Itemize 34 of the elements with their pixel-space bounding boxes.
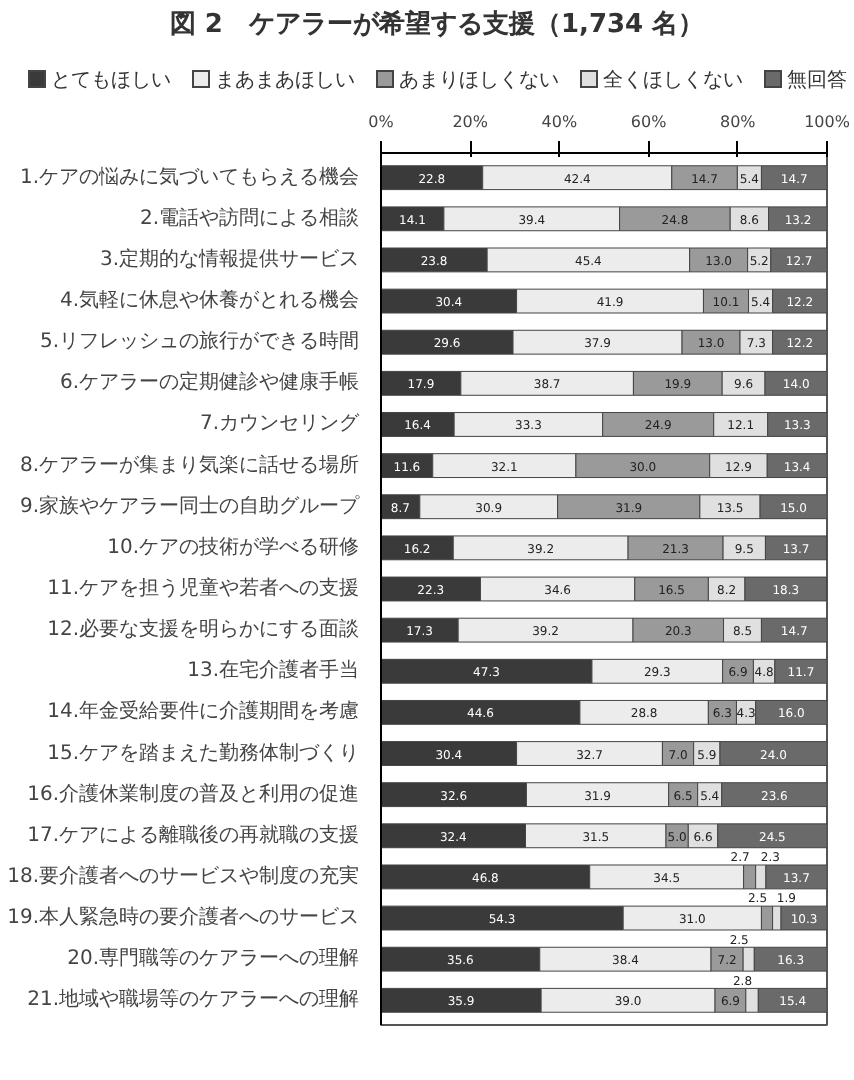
legend-label: あまりほしくない	[397, 67, 559, 96]
y-tick-label: 12.必要な支援を明らかにする面談	[47, 616, 360, 641]
x-tick-label: 40%	[541, 112, 578, 131]
y-tick-label: 10.ケアの技術が学べる研修	[107, 533, 360, 558]
x-tick-label: 80%	[720, 112, 757, 131]
legend-label: まあまあほしい	[213, 67, 355, 96]
y-tick-label: 14.年金受給要件に介護期間を考慮	[47, 698, 360, 723]
x-tick-label: 0%	[368, 112, 395, 131]
y-tick-label: 11.ケアを担う児童や若者への支援	[47, 575, 360, 600]
legend-label: とてもほしい	[49, 67, 171, 96]
y-tick-label: 5.リフレッシュの旅行ができる時間	[39, 328, 360, 353]
y-tick-label: 2.電話や訪問による相談	[139, 204, 360, 229]
y-tick-label: 16.介護休業制度の普及と利用の促進	[27, 780, 360, 805]
x-tick-label: 20%	[452, 112, 489, 131]
bar	[780, 904, 827, 930]
y-tick-label: 13.在宅介護者手当	[187, 657, 360, 682]
y-tick-label: 8.ケアラーが集まり気楽に話せる場所	[19, 451, 360, 476]
y-tick-label: 20.専門職等のケアラーへの理解	[67, 945, 360, 970]
y-tick-label: 3.定期的な情報提供サービス	[99, 246, 360, 271]
y-tick-label: 4.気軽に休息や休養がとれる機会	[59, 287, 360, 312]
y-tick-label: 15.ケアを踏まえた勤務体制づくり	[47, 739, 360, 764]
y-tick-label: 6.ケアラーの定期健診や健康手帳	[59, 369, 360, 394]
y-tick-label: 17.ケアによる離職後の再就職の支援	[27, 821, 360, 846]
y-tick-label: 21.地域や職場等のケアラーへの理解	[27, 986, 360, 1011]
y-tick-label: 7.カウンセリング	[199, 412, 361, 435]
legend-label: 全くほしくない	[601, 67, 743, 96]
x-tick-label: 60%	[630, 112, 668, 131]
y-tick-label: 1.ケアの悩みに気づいてもらえる機会	[19, 163, 360, 188]
y-tick-label: 9.家族やケアラー同士の自助グループ	[19, 492, 361, 517]
x-tick-label: 100%	[804, 112, 851, 131]
chart-title: 図 2 ケアラーが希望する支援（1,734 名）	[169, 8, 705, 44]
legend-label: 無回答	[785, 67, 847, 96]
y-tick-label: 18.要介護者へのサービスや制度の充実	[7, 863, 360, 888]
y-tick-label: 19.本人緊急時の要介護者へのサービス	[7, 904, 360, 929]
